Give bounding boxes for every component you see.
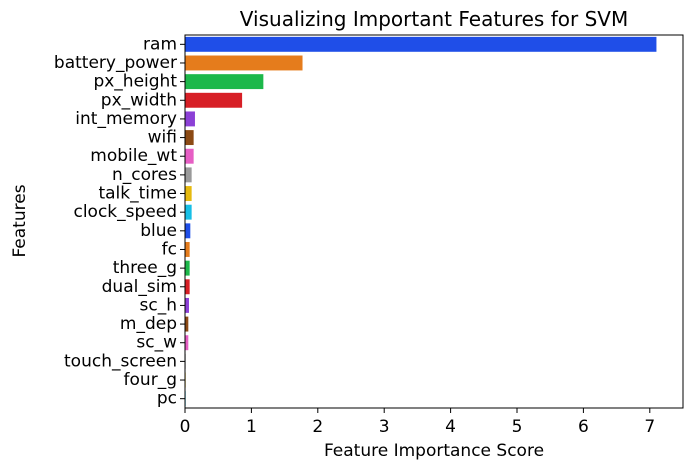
- y-tick-label: fc: [162, 239, 177, 259]
- bar-talk-time: [185, 186, 192, 201]
- bar-int-memory: [185, 111, 195, 127]
- x-axis-label: Feature Importance Score: [324, 441, 544, 461]
- bar-px-height: [185, 74, 264, 90]
- y-tick-label: touch_screen: [64, 351, 177, 371]
- x-ticks: 0 1 2 3 4 5 6 7: [180, 408, 655, 437]
- y-tick-label: int_memory: [75, 109, 177, 129]
- y-ticks: rambattery_powerpx_heightpx_widthint_mem…: [54, 34, 185, 409]
- x-tick-label: 0: [180, 417, 191, 437]
- x-tick-label: 7: [644, 417, 655, 437]
- plot-frame: [184, 34, 684, 409]
- y-tick-label: n_cores: [112, 165, 177, 185]
- y-tick-label: battery_power: [54, 53, 177, 73]
- x-tick-label: 1: [246, 417, 257, 437]
- bars-layer: [185, 36, 657, 407]
- y-tick-label: three_g: [113, 258, 177, 278]
- x-tick-label: 3: [379, 417, 390, 437]
- chart-title: Visualizing Important Features for SVM: [240, 7, 628, 31]
- y-tick-label: ram: [143, 34, 177, 54]
- x-tick-label: 2: [312, 417, 323, 437]
- y-tick-label: m_dep: [120, 314, 177, 334]
- bar-n-cores: [185, 167, 192, 183]
- bar-ram: [185, 36, 657, 52]
- bar-blue: [185, 223, 191, 239]
- bar-mobile-wt: [185, 148, 194, 164]
- x-tick-label: 5: [512, 417, 523, 437]
- y-tick-label: wifi: [148, 128, 177, 148]
- y-tick-label: px_width: [101, 90, 177, 110]
- y-tick-label: sc_w: [136, 333, 177, 353]
- bar-battery-power: [185, 55, 303, 71]
- bar-px-width: [185, 92, 243, 108]
- y-tick-label: four_g: [124, 370, 177, 390]
- y-tick-label: px_height: [93, 72, 177, 92]
- bar-wifi: [185, 130, 194, 146]
- bar-clock-speed: [185, 204, 192, 220]
- bar-sc-w: [185, 335, 189, 351]
- x-tick-label: 4: [445, 417, 456, 437]
- y-axis-label: Features: [10, 184, 30, 257]
- bar-m-dep: [185, 316, 189, 332]
- y-tick-label: clock_speed: [73, 202, 177, 222]
- y-tick-label: dual_sim: [102, 277, 177, 297]
- bar-fc: [185, 242, 190, 257]
- y-tick-label: talk_time: [98, 184, 177, 204]
- bar-sc-h: [185, 297, 189, 313]
- y-tick-label: blue: [140, 221, 177, 241]
- y-tick-label: sc_h: [140, 295, 177, 315]
- x-tick-label: 6: [578, 417, 589, 437]
- y-tick-label: mobile_wt: [90, 146, 177, 166]
- bar-three-g: [185, 260, 190, 276]
- y-tick-label: pc: [157, 389, 177, 409]
- bar-dual-sim: [185, 279, 190, 295]
